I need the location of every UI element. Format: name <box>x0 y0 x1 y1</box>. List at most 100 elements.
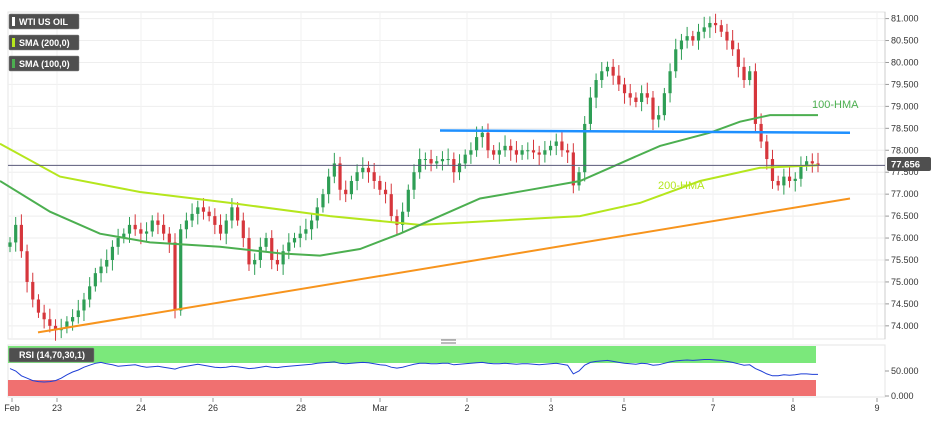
candle-body <box>554 141 558 146</box>
price-tick-label: 80.000 <box>891 57 919 67</box>
candle-body <box>685 36 689 41</box>
legend-label-sma200: SMA (200,0) <box>19 38 70 48</box>
candle-body <box>560 141 564 151</box>
last-price-badge: 77.656 <box>887 157 931 171</box>
candle-body <box>600 71 604 81</box>
candle-body <box>253 259 257 265</box>
candle-body <box>349 180 354 195</box>
legend-label-wti: WTI US OIL <box>19 17 68 27</box>
candle-body <box>309 220 314 230</box>
candle-body <box>355 172 359 181</box>
candle-body <box>361 167 365 173</box>
price-tick-label: 74.000 <box>891 321 919 331</box>
legend-item-sma200[interactable] <box>8 34 80 51</box>
candle-body <box>571 152 575 186</box>
candle-body <box>480 132 484 138</box>
candle-body <box>389 194 393 217</box>
candle-body <box>799 165 803 179</box>
legend-swatch-sma100 <box>12 59 15 68</box>
candle-body <box>548 145 553 151</box>
candle-body <box>474 137 479 151</box>
candle-body <box>793 178 797 181</box>
price-tick-label: 75.000 <box>891 277 919 287</box>
candle-body <box>531 150 536 153</box>
candle-body <box>446 159 450 161</box>
time-tick-label: 28 <box>296 403 306 413</box>
candle-body <box>184 220 188 230</box>
resistance-line <box>439 129 851 134</box>
rsi-line <box>9 359 818 383</box>
candle-body <box>651 97 655 120</box>
candle-body <box>577 172 581 186</box>
candle-body <box>247 238 251 265</box>
legend-item-sma100[interactable] <box>8 55 80 72</box>
candle-body <box>383 189 388 195</box>
candle-body <box>765 141 769 160</box>
candle-body <box>657 115 661 120</box>
candle-body <box>440 159 445 162</box>
candle-body <box>805 161 809 166</box>
candle-body <box>196 207 200 214</box>
legend-swatch-sma200 <box>12 38 15 47</box>
candle-body <box>731 40 735 50</box>
support-trendline <box>37 197 851 334</box>
candle-body <box>736 49 740 67</box>
candle-body <box>537 152 541 155</box>
candle-body <box>332 163 336 177</box>
rsi-overbought-zone <box>8 346 816 363</box>
candle-body <box>634 97 638 102</box>
time-tick-label: Feb <box>4 403 20 413</box>
candle-body <box>162 224 166 234</box>
price-tick-label: 76.000 <box>891 233 919 243</box>
price-tick-label: 75.500 <box>891 255 919 265</box>
candle-body <box>719 25 723 32</box>
candle-body <box>25 251 29 282</box>
candle-body <box>435 161 439 164</box>
candle-body <box>213 216 217 225</box>
candle-body <box>691 36 695 41</box>
candle-body <box>725 31 729 41</box>
price-tick-label: 81.000 <box>891 14 919 24</box>
candle-body <box>674 49 678 72</box>
rsi-legend-item[interactable] <box>8 347 95 363</box>
candle-body <box>156 220 160 225</box>
candle-body <box>127 224 132 234</box>
candle-body <box>787 176 792 181</box>
candle-body <box>70 317 75 322</box>
candle-body <box>287 242 291 252</box>
candle-body <box>486 132 490 151</box>
time-tick-label: Mar <box>372 403 388 413</box>
candle-body <box>36 299 41 313</box>
candle-body <box>463 154 467 164</box>
candle-body <box>457 163 462 173</box>
panel-splitter[interactable] <box>441 339 456 344</box>
candle-body <box>190 213 194 221</box>
candle-body <box>566 150 570 153</box>
candle-body <box>327 176 331 195</box>
price-tick-label: 74.500 <box>891 299 919 309</box>
price-tick-label: 77.500 <box>891 167 919 177</box>
candle-body <box>93 273 97 287</box>
legend-item-wti[interactable] <box>8 13 80 30</box>
time-tick-label: 26 <box>208 403 218 413</box>
candle-body <box>150 220 154 232</box>
candle-body <box>588 97 592 124</box>
candle-body <box>230 207 234 221</box>
candle-body <box>258 246 262 260</box>
candle-body <box>423 159 427 161</box>
candle-body <box>292 238 297 243</box>
candle-body <box>167 233 171 243</box>
candle-body <box>65 321 69 329</box>
candle-body <box>42 312 46 320</box>
price-tick-label: 79.000 <box>891 101 919 111</box>
candle-body <box>509 145 513 151</box>
candle-body <box>543 150 547 155</box>
price-tick-label: 76.500 <box>891 211 919 221</box>
candle-body <box>207 211 211 217</box>
candle-body <box>622 84 627 94</box>
time-axis: Feb 23 24 26 28 Mar 2 3 5 7 8 9 <box>4 398 880 413</box>
price-tick-label: 78.000 <box>891 145 919 155</box>
candle-body <box>640 93 644 102</box>
candle-body <box>469 150 473 155</box>
